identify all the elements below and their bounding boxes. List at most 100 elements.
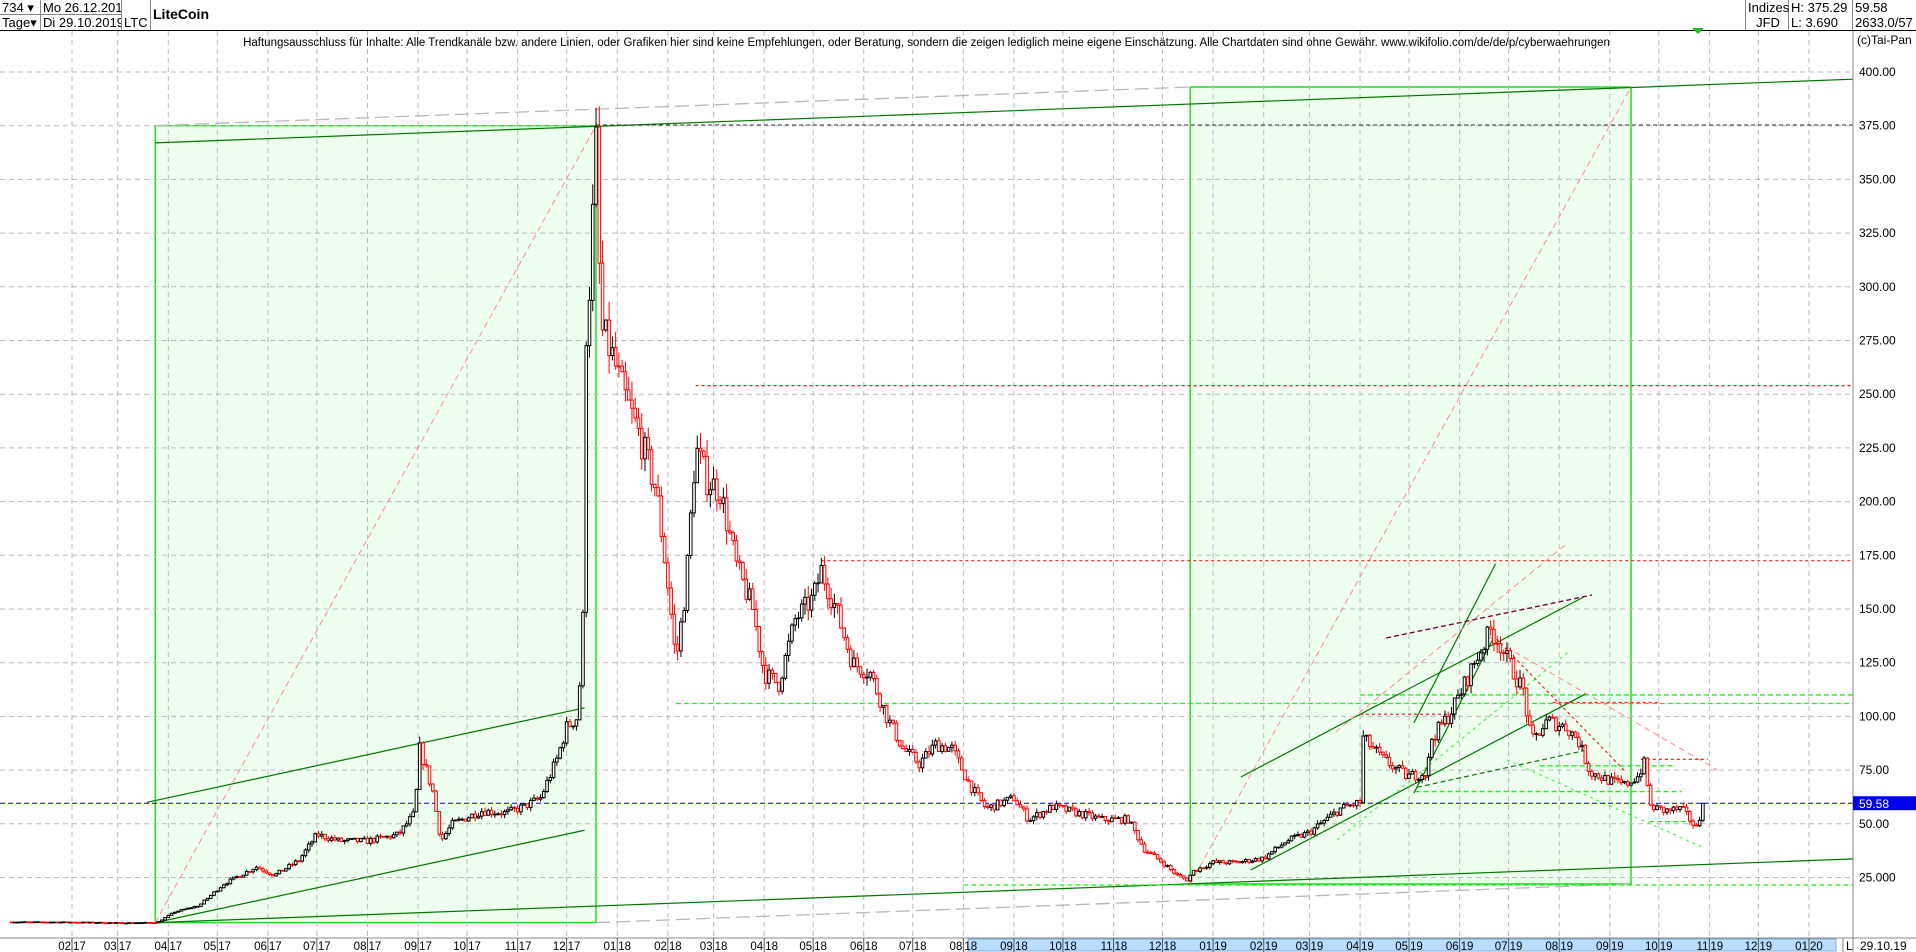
candle-body bbox=[1201, 867, 1206, 870]
candle-body bbox=[107, 922, 112, 924]
candle-body bbox=[29, 921, 33, 924]
candle-body bbox=[496, 813, 500, 816]
trendline-maroon-dash[interactable] bbox=[1386, 594, 1593, 639]
trendline-red-dot[interactable] bbox=[1491, 634, 1627, 773]
x-tick-year: 17 bbox=[419, 941, 432, 952]
trendline-darkgreen-dash[interactable] bbox=[1417, 750, 1584, 788]
candle-body bbox=[313, 833, 318, 843]
candle bbox=[969, 780, 974, 796]
candle-body bbox=[1655, 805, 1659, 811]
candle bbox=[1599, 774, 1604, 784]
candle-body bbox=[891, 719, 895, 724]
candle-body bbox=[202, 899, 207, 905]
trendline-pink-dash[interactable] bbox=[1189, 86, 1632, 885]
candle-body bbox=[564, 721, 569, 744]
x-tick-year: 19 bbox=[1461, 941, 1474, 952]
candle bbox=[861, 671, 866, 684]
trendline-trend[interactable] bbox=[1413, 563, 1497, 724]
chart-title: LiteCoin bbox=[153, 6, 209, 22]
candle bbox=[264, 869, 269, 874]
candle bbox=[1586, 761, 1591, 776]
candle-body bbox=[26, 921, 30, 924]
candle-body bbox=[747, 588, 752, 600]
candle bbox=[1012, 792, 1016, 802]
candle bbox=[940, 742, 944, 754]
candle bbox=[22, 921, 27, 924]
log-scale-toggle[interactable]: L bbox=[1846, 939, 1853, 952]
candle bbox=[1021, 805, 1026, 812]
candle bbox=[97, 921, 102, 924]
candle-body bbox=[1593, 773, 1597, 777]
y-tick-label: 325.00 bbox=[1859, 226, 1896, 240]
candle bbox=[29, 921, 33, 924]
candle-body bbox=[1279, 844, 1284, 848]
period-label[interactable]: Tage bbox=[2, 15, 31, 30]
trendline-grey-dash[interactable] bbox=[596, 883, 1632, 924]
chevron-down-icon[interactable]: ▾ bbox=[30, 15, 37, 30]
candle-body bbox=[1590, 770, 1594, 777]
candle bbox=[1580, 740, 1584, 752]
candle-body bbox=[992, 804, 997, 811]
candle bbox=[1390, 761, 1395, 773]
candle-body bbox=[382, 835, 386, 838]
candle-body bbox=[943, 745, 948, 752]
x-tick-year: 18 bbox=[865, 941, 878, 952]
candle-body bbox=[1423, 774, 1428, 777]
candle bbox=[215, 890, 220, 893]
candle-body bbox=[1674, 806, 1679, 810]
trendline-pink-dash[interactable] bbox=[1488, 636, 1718, 771]
y-tick-label: 125.00 bbox=[1859, 656, 1896, 670]
chevron-down-icon[interactable]: ▾ bbox=[27, 0, 34, 15]
trendline-trend[interactable] bbox=[155, 829, 585, 924]
candle-body bbox=[1586, 762, 1591, 772]
candle-body bbox=[809, 594, 814, 611]
trendline-trend[interactable] bbox=[155, 856, 1916, 924]
candle-body bbox=[186, 907, 190, 910]
candle bbox=[865, 668, 869, 686]
candle-body bbox=[558, 747, 562, 759]
candle bbox=[244, 869, 249, 876]
candle-body bbox=[368, 837, 373, 844]
candle bbox=[1067, 806, 1072, 812]
trendline-lime-dot[interactable] bbox=[1506, 759, 1705, 849]
candle bbox=[574, 719, 579, 731]
candle bbox=[1410, 768, 1415, 775]
candle-body bbox=[411, 811, 415, 818]
candle-body bbox=[1074, 808, 1078, 817]
trendline-trend[interactable] bbox=[1240, 596, 1584, 778]
candle bbox=[150, 922, 154, 924]
candle bbox=[1341, 802, 1346, 809]
candle-body bbox=[235, 876, 239, 878]
bars-selector[interactable]: 734 ▾ Tage▾ bbox=[0, 0, 41, 30]
trendline-lime-dot[interactable] bbox=[1336, 652, 1568, 841]
candle-body bbox=[718, 499, 722, 505]
trendline-trend[interactable] bbox=[155, 76, 1916, 144]
date-from[interactable]: Mo 26.12.2016 bbox=[41, 0, 122, 15]
candle bbox=[600, 240, 605, 337]
x-tick-year: 19 bbox=[1660, 941, 1673, 952]
candle-body bbox=[568, 721, 572, 727]
trendline-pink-dash[interactable] bbox=[154, 125, 597, 923]
candle bbox=[179, 909, 184, 912]
candle-body bbox=[1103, 816, 1108, 821]
candle-body bbox=[182, 908, 187, 911]
candle bbox=[1292, 833, 1297, 840]
candle-body bbox=[515, 807, 520, 813]
candle-body bbox=[933, 740, 938, 746]
candle bbox=[1315, 820, 1320, 831]
trendline-grey-dash[interactable] bbox=[155, 86, 1191, 127]
candle-body bbox=[408, 816, 412, 825]
date-to[interactable]: Di 29.10.2019 bbox=[43, 15, 122, 30]
trendline-trend[interactable] bbox=[146, 707, 585, 803]
candle-body bbox=[1498, 643, 1503, 654]
x-tick-month: 08 bbox=[354, 941, 367, 952]
x-tick-year: 19 bbox=[1214, 941, 1227, 952]
candle-body bbox=[228, 878, 233, 885]
candle-body bbox=[682, 609, 686, 623]
candle-body bbox=[1217, 860, 1222, 863]
candle-body bbox=[120, 922, 125, 924]
candle-body bbox=[976, 787, 980, 794]
candle-body bbox=[715, 478, 719, 501]
x-axis-range-highlight[interactable] bbox=[967, 938, 1837, 952]
